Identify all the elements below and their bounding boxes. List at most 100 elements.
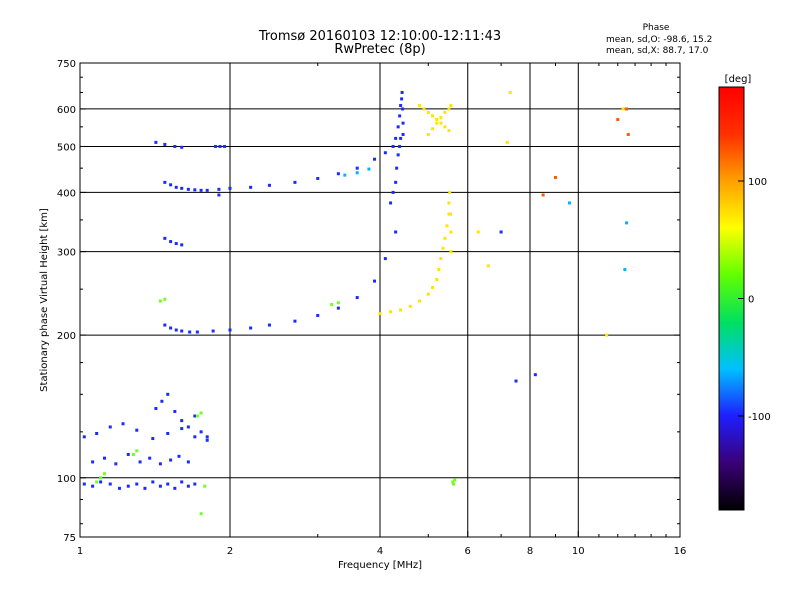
data-point-o: [177, 454, 181, 458]
data-point-x: [449, 104, 453, 108]
data-point-x-mixed: [163, 297, 167, 301]
data-point-x: [476, 230, 480, 234]
data-point-x: [448, 190, 452, 194]
data-point-o: [148, 456, 152, 460]
data-point-o: [163, 323, 167, 327]
data-point-o: [160, 399, 164, 403]
data-point-o: [180, 243, 184, 247]
grid-lines: [80, 63, 680, 537]
data-point-x-mixed: [330, 303, 334, 307]
data-point-o: [151, 480, 155, 484]
data-point-o: [205, 435, 209, 439]
data-point-o: [249, 326, 253, 330]
data-point-o: [166, 431, 170, 435]
data-point-x: [449, 230, 453, 234]
data-point-o: [169, 240, 173, 244]
data-point-x: [486, 264, 490, 268]
data-point-x: [447, 129, 451, 133]
colorbar-ticks: 100 0 -100: [738, 177, 771, 423]
data-point-x: [399, 308, 403, 312]
data-points: [82, 90, 630, 516]
data-point-o: [396, 153, 400, 157]
data-point-o-cyan: [343, 173, 347, 177]
data-point-o: [316, 176, 320, 180]
data-point-o: [163, 180, 167, 184]
data-point-o: [373, 157, 377, 161]
data-point-o: [293, 180, 297, 184]
data-point-o: [180, 419, 184, 423]
data-point-o: [126, 452, 130, 456]
data-point-x: [435, 121, 439, 125]
data-point-o: [186, 484, 190, 488]
data-point-o: [199, 430, 203, 434]
data-point-x: [621, 107, 625, 111]
data-point-o: [180, 427, 184, 431]
data-point-x: [439, 116, 443, 120]
data-point-o: [174, 242, 178, 246]
data-point-o: [394, 230, 398, 234]
data-point-o-cyan: [567, 201, 571, 205]
data-point-o: [180, 329, 184, 333]
data-point-o: [114, 462, 118, 466]
data-point-o: [373, 279, 377, 283]
x-tick-label: 6: [465, 546, 471, 557]
x-axis-label: Frequency [MHz]: [338, 560, 422, 571]
data-point-o: [95, 431, 99, 435]
data-point-o: [396, 125, 400, 129]
data-point-x: [443, 110, 447, 114]
data-point-o: [108, 482, 112, 486]
data-point-o: [213, 144, 217, 148]
data-point-o: [355, 296, 359, 300]
data-point-o: [193, 188, 197, 192]
data-point-o: [180, 186, 184, 190]
data-point-x: [439, 121, 443, 125]
data-point-o: [395, 166, 399, 170]
data-point-o: [188, 330, 192, 334]
data-point-x-mixed: [453, 478, 457, 482]
data-point-o: [173, 409, 177, 413]
data-point-o: [401, 121, 405, 125]
colorbar-label: [deg]: [725, 74, 752, 85]
data-point-x-mixed: [199, 411, 203, 415]
data-point-o: [400, 90, 404, 94]
data-point-x: [417, 104, 421, 108]
data-point-o: [336, 306, 340, 310]
data-point-o: [228, 186, 232, 190]
data-point-o: [401, 107, 405, 111]
data-point-x: [439, 257, 443, 261]
data-point-x-mixed: [158, 299, 162, 303]
data-point-x: [426, 292, 430, 296]
data-point-o: [180, 480, 184, 484]
x-tick-label: 1: [77, 546, 83, 557]
x-tick-label: 2: [227, 546, 233, 557]
data-point-o: [158, 484, 162, 488]
y-tick-label: 300: [57, 248, 76, 259]
data-point-x: [426, 132, 430, 136]
data-point-o: [193, 414, 197, 418]
data-point-o-cyan: [355, 171, 359, 175]
data-point-o: [154, 140, 158, 144]
data-point-o: [205, 188, 209, 192]
data-point-o: [135, 428, 139, 432]
chart-title: Tromsø 20160103 12:10:00-12:11:43: [258, 29, 501, 44]
data-point-x: [378, 312, 382, 316]
data-point-o: [186, 460, 190, 464]
data-point-o: [186, 425, 190, 429]
data-point-o: [394, 180, 398, 184]
data-point-x: [435, 278, 439, 282]
data-point-o: [135, 482, 139, 486]
data-point-o: [193, 435, 197, 439]
colorbar-tick-label: -100: [748, 412, 771, 423]
data-point-x: [443, 125, 447, 129]
stats-heading: Phase: [643, 23, 670, 33]
data-point-x: [447, 212, 451, 216]
data-point-x: [435, 117, 439, 121]
data-point-o: [193, 482, 197, 486]
data-point-o: [121, 422, 125, 426]
data-point-x-mixed: [195, 414, 199, 418]
data-point-x-mixed: [135, 449, 139, 453]
data-point-o: [180, 145, 184, 149]
data-point-x: [605, 333, 609, 337]
data-point-o: [223, 144, 227, 148]
